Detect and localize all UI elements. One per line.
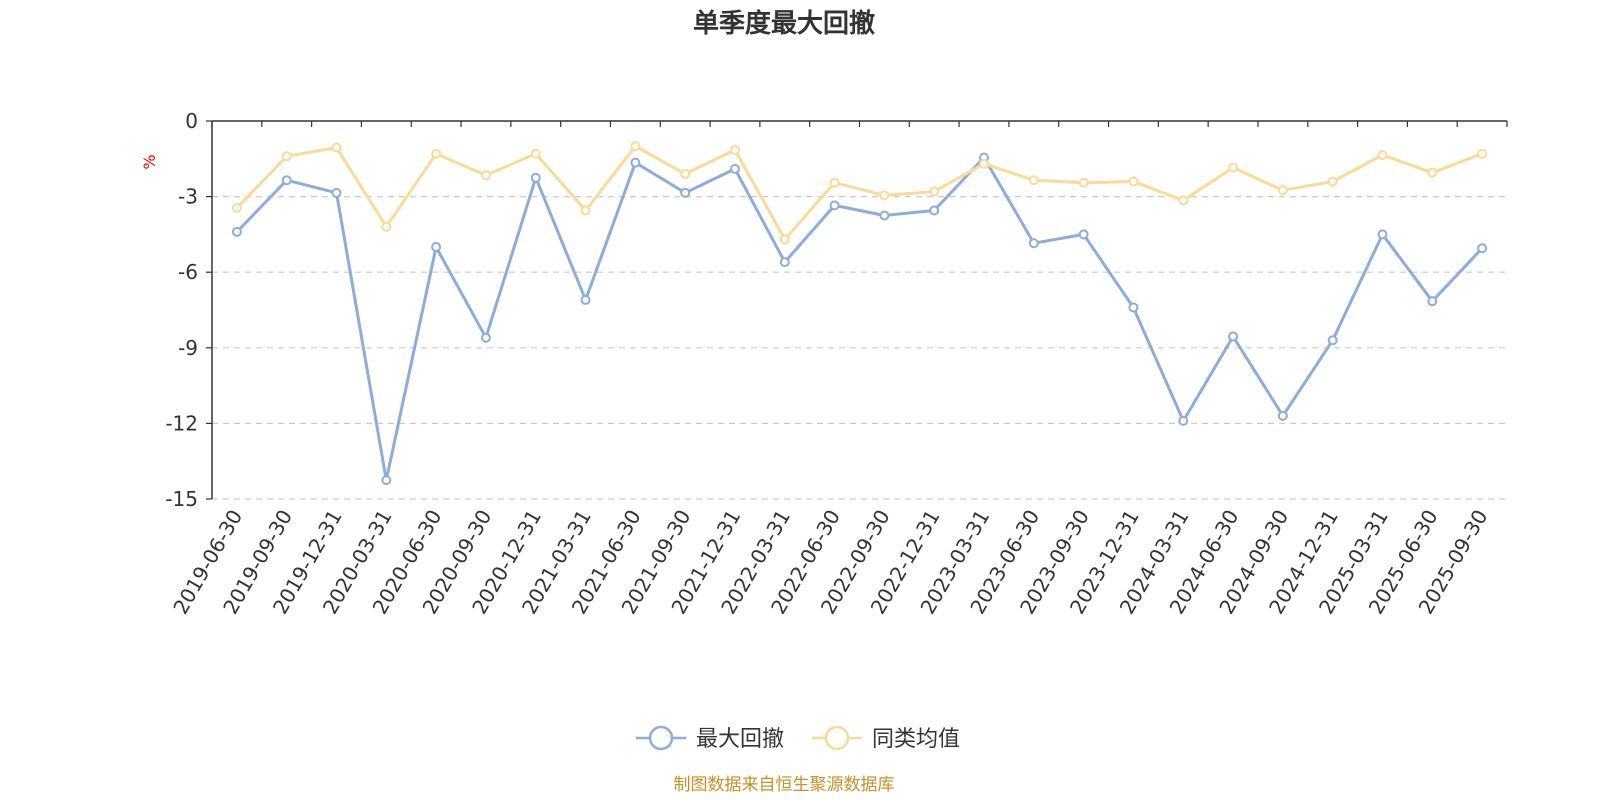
data-point-1 — [231, 226, 242, 237]
axes — [206, 120, 1508, 500]
data-point-2 — [1427, 167, 1438, 178]
y-tick-label: -6 — [178, 260, 198, 284]
data-point-1 — [829, 200, 840, 211]
data-point-1 — [431, 242, 442, 252]
data-point-1 — [1128, 302, 1139, 313]
data-point-1 — [1078, 229, 1089, 240]
data-point-1 — [1277, 410, 1288, 421]
data-point-2 — [580, 205, 591, 216]
series-line-1 — [235, 156, 1484, 482]
data-point-2 — [331, 142, 342, 153]
data-point-1 — [630, 157, 641, 168]
data-point-2 — [630, 141, 641, 152]
legend-label: 同类均值 — [872, 727, 960, 752]
data-point-2 — [1028, 175, 1039, 186]
data-point-2 — [1228, 162, 1239, 173]
data-point-2 — [879, 190, 890, 201]
legend-label: 最大回撤 — [696, 727, 784, 752]
data-point-2 — [231, 202, 242, 213]
y-tick-label: -12 — [165, 411, 198, 435]
chart-title: 单季度最大回撤 — [693, 8, 875, 39]
data-point-1 — [1427, 296, 1438, 307]
data-point-2 — [1078, 177, 1089, 188]
legend-marker — [824, 725, 850, 751]
data-point-2 — [480, 170, 491, 181]
data-point-2 — [779, 234, 790, 245]
data-point-1 — [530, 172, 541, 183]
data-point-2 — [979, 158, 990, 169]
data-point-1 — [1028, 238, 1039, 249]
data-point-2 — [929, 186, 940, 197]
data-point-2 — [381, 221, 392, 232]
data-point-2 — [431, 148, 442, 159]
data-point-1 — [680, 187, 691, 198]
data-point-2 — [1477, 148, 1488, 159]
x-tick-labels: 2019-06-302019-09-302019-12-312020-03-31… — [168, 506, 1492, 619]
data-point-2 — [1178, 195, 1189, 206]
data-point-2 — [1327, 176, 1338, 187]
data-point-2 — [281, 151, 292, 162]
data-point-2 — [829, 177, 840, 188]
legend: 最大回撤 同类均值 — [636, 725, 960, 752]
y-tick-label: 0 — [185, 109, 198, 133]
y-axis-label: % — [140, 154, 159, 169]
data-point-1 — [729, 163, 740, 174]
data-point-1 — [1327, 335, 1338, 346]
data-point-1 — [1228, 331, 1239, 342]
data-point-2 — [1377, 150, 1388, 161]
data-point-2 — [680, 168, 691, 179]
data-point-1 — [281, 175, 292, 186]
legend-marker — [648, 725, 674, 751]
data-point-2 — [1128, 176, 1139, 187]
data-point-2 — [530, 148, 541, 159]
data-point-1 — [1377, 229, 1388, 240]
series-layer — [231, 141, 1488, 486]
data-point-1 — [480, 332, 491, 343]
y-tick-label: -15 — [165, 487, 198, 511]
data-point-1 — [580, 294, 591, 305]
data-point-1 — [1477, 243, 1488, 254]
data-point-1 — [331, 187, 342, 198]
y-tick-labels: 0 -3 -6 -9 -12 -15 — [165, 109, 198, 511]
data-point-1 — [879, 210, 890, 221]
y-tick-label: -9 — [178, 336, 198, 360]
data-point-1 — [381, 475, 392, 486]
y-tick-label: -3 — [178, 185, 198, 209]
data-point-2 — [1277, 185, 1288, 196]
gridlines — [212, 196, 1507, 500]
data-point-2 — [729, 144, 740, 155]
data-point-1 — [929, 205, 940, 216]
data-point-1 — [779, 257, 790, 268]
source-note: 制图数据来自恒生聚源数据库 — [674, 775, 895, 795]
series-line-2 — [235, 144, 1483, 241]
data-point-1 — [1178, 415, 1189, 426]
